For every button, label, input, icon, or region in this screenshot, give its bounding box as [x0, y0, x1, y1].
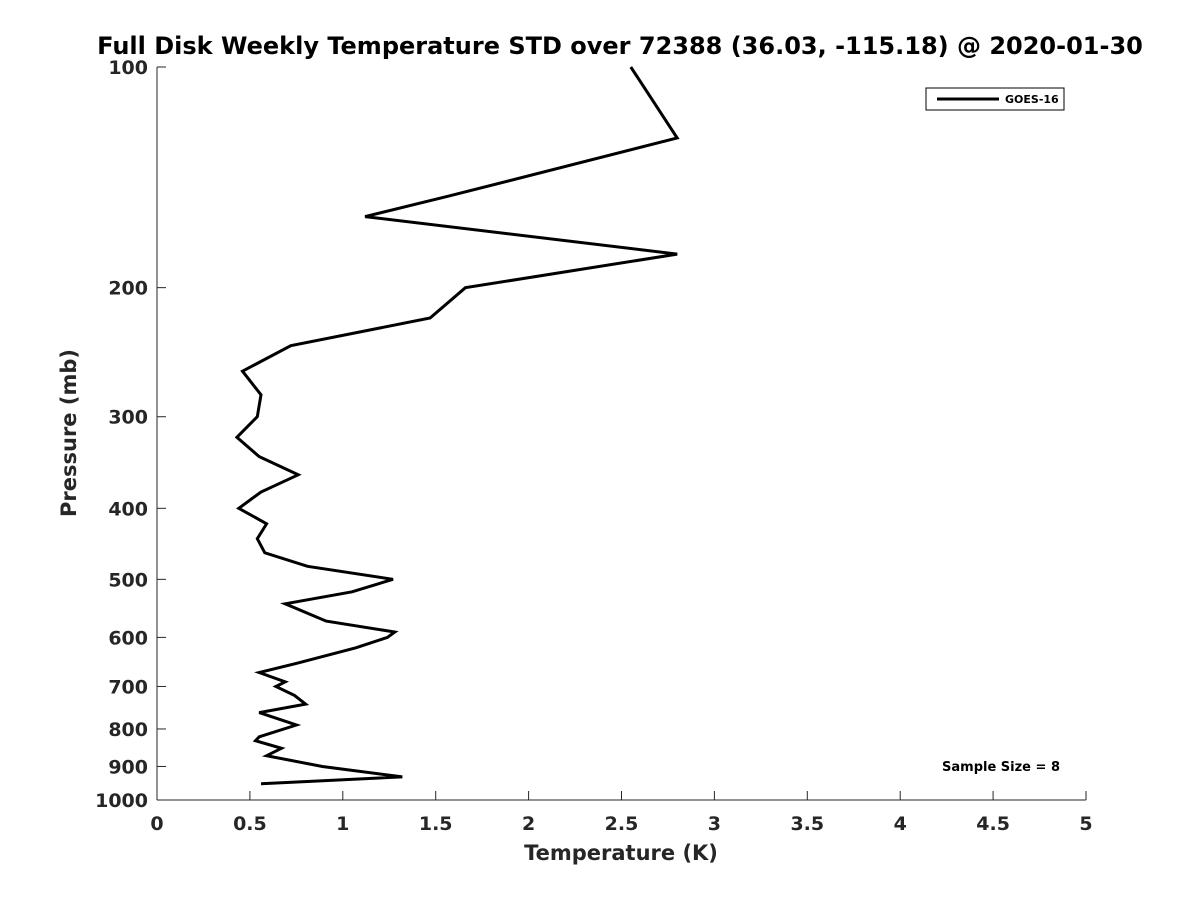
series-layer	[234, 66, 680, 786]
x-axis-ticks: 0 0.5 1 1.5 2 2.5 3 3.5 4 4.5 5	[150, 791, 1093, 835]
y-tick-label: 500	[108, 569, 148, 591]
x-tick-label: 2	[522, 813, 535, 835]
x-tick-label: 0	[150, 813, 163, 835]
x-tick-label: 1	[336, 813, 349, 835]
y-tick-label: 800	[108, 719, 148, 741]
y-tick-label: 200	[108, 278, 148, 300]
x-tick-label: 4.5	[976, 813, 1010, 835]
legend: GOES-16	[925, 87, 1065, 111]
y-tick-label: 700	[108, 676, 148, 698]
y-tick-label: 300	[108, 407, 148, 429]
x-tick-label: 5	[1079, 813, 1092, 835]
chart-title: Full Disk Weekly Temperature STD over 72…	[97, 32, 1143, 60]
y-axis-label: Pressure (mb)	[57, 349, 81, 517]
sample-size-annotation: Sample Size = 8	[942, 760, 1060, 775]
y-axis-ticks: 100 200 300 400 500 600 700 800 900 1000	[95, 57, 166, 812]
series-line-goes-16	[234, 66, 680, 786]
x-tick-label: 0.5	[233, 813, 267, 835]
y-tick-label: 1000	[95, 790, 148, 812]
x-tick-label: 2.5	[605, 813, 639, 835]
y-tick-label: 900	[108, 756, 148, 778]
y-tick-label: 600	[108, 627, 148, 649]
x-tick-label: 4	[894, 813, 907, 835]
legend-label: GOES-16	[1005, 93, 1059, 106]
y-tick-label: 100	[108, 57, 148, 79]
plot-area	[157, 67, 1086, 800]
x-tick-label: 3.5	[790, 813, 824, 835]
x-tick-label: 3	[708, 813, 721, 835]
x-tick-label: 1.5	[419, 813, 453, 835]
y-tick-label: 400	[108, 498, 148, 520]
x-axis-label: Temperature (K)	[524, 841, 718, 865]
